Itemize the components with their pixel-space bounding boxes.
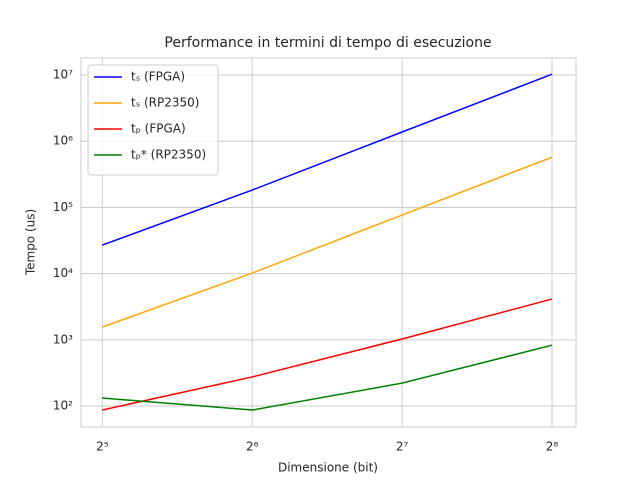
- legend-label: tₚ* (RP2350): [131, 148, 206, 162]
- legend-box: [87, 64, 219, 176]
- plot-frame: [80, 57, 577, 428]
- series-line: [102, 156, 553, 328]
- legend-label: tₛ (FPGA): [131, 70, 185, 84]
- series-line: [102, 73, 553, 246]
- y-tick-label: 10⁵: [53, 200, 73, 214]
- x-tick-label: 2⁵: [96, 440, 109, 454]
- chart-title: Performance in termini di tempo di esecu…: [164, 35, 491, 51]
- x-tick-label: 2⁶: [246, 440, 259, 454]
- series-line: [102, 344, 553, 411]
- y-axis-label: Tempo (us): [24, 209, 38, 276]
- legend: tₛ (FPGA) tₛ (RP2350) tₚ (FPGA) tₚ* (RP2350…: [87, 64, 219, 176]
- y-tick-label: 10⁴: [53, 266, 73, 280]
- x-axis-label: Dimensione (bit): [278, 461, 378, 475]
- y-tick-label: 10²: [53, 399, 73, 413]
- y-tick-label: 10³: [53, 332, 73, 346]
- series-line: [102, 298, 553, 411]
- y-tick-label: 10⁷: [53, 68, 73, 82]
- y-tick-label: 10⁶: [53, 134, 73, 148]
- legend-label: tₚ (FPGA): [131, 122, 186, 136]
- legend-label: tₛ (RP2350): [131, 96, 199, 110]
- x-tick-label: 2⁷: [396, 440, 409, 454]
- x-tick-label: 2⁸: [546, 440, 559, 454]
